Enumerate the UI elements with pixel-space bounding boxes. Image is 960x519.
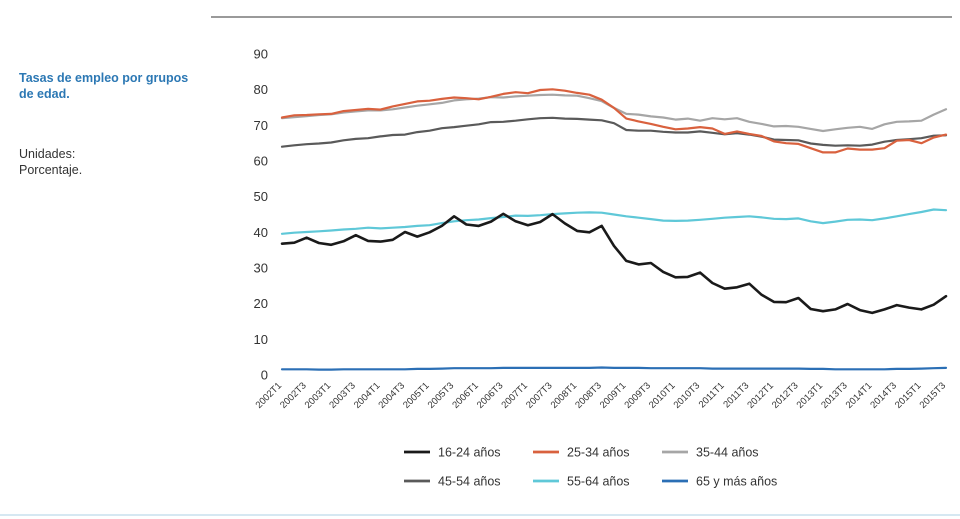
units-label: Unidades: xyxy=(19,147,76,161)
x-tick-label: 2004T1 xyxy=(352,380,383,411)
y-tick-label: 60 xyxy=(254,154,268,169)
series-line xyxy=(280,208,948,235)
x-tick-label: 2013T1 xyxy=(795,380,826,411)
series-line xyxy=(280,88,948,154)
x-tick-label: 2015T1 xyxy=(893,380,924,411)
x-tick-label: 2002T1 xyxy=(254,380,285,411)
x-tick-label: 2005T3 xyxy=(426,380,457,411)
legend-label: 35-44 años xyxy=(696,446,759,460)
y-tick-label: 50 xyxy=(254,189,268,204)
x-tick-label: 2007T1 xyxy=(499,380,530,411)
x-tick-label: 2006T3 xyxy=(475,380,506,411)
plot-area xyxy=(280,88,948,371)
y-tick-label: 70 xyxy=(254,118,268,133)
x-tick-label: 2010T1 xyxy=(647,380,678,411)
series-line xyxy=(280,116,948,148)
y-tick-label: 80 xyxy=(254,82,268,97)
y-tick-label: 10 xyxy=(254,332,268,347)
x-tick-label: 2012T3 xyxy=(770,380,801,411)
y-tick-label: 40 xyxy=(254,225,268,240)
units-note: Unidades: Porcentaje. xyxy=(19,146,189,178)
x-tick-label: 2006T1 xyxy=(450,380,481,411)
legend-label: 45-54 años xyxy=(438,475,501,489)
x-tick-label: 2010T3 xyxy=(672,380,703,411)
legend-label: 55-64 años xyxy=(567,475,630,489)
bottom-rule xyxy=(0,514,960,516)
y-tick-label: 90 xyxy=(254,47,268,62)
x-tick-label: 2014T3 xyxy=(868,380,899,411)
series-line xyxy=(280,366,948,371)
y-tick-label: 30 xyxy=(254,261,268,276)
x-tick-label: 2009T3 xyxy=(622,380,653,411)
y-tick-label: 20 xyxy=(254,296,268,311)
x-tick-label: 2007T3 xyxy=(524,380,555,411)
y-axis: 0 10 20 30 40 50 60 70 80 90 xyxy=(254,47,268,383)
x-tick-label: 2005T1 xyxy=(401,380,432,411)
series-line xyxy=(280,212,948,315)
x-tick-label: 2009T1 xyxy=(598,380,629,411)
x-axis: 2002T12002T32003T12003T32004T12004T32005… xyxy=(254,380,949,411)
series-line xyxy=(280,93,948,133)
x-tick-label: 2004T3 xyxy=(377,380,408,411)
x-tick-label: 2012T1 xyxy=(745,380,776,411)
legend-label: 25-34 años xyxy=(567,446,630,460)
top-rule xyxy=(211,16,952,18)
x-tick-label: 2003T3 xyxy=(327,380,358,411)
x-tick-label: 2008T1 xyxy=(549,380,580,411)
x-tick-label: 2003T1 xyxy=(303,380,334,411)
x-tick-label: 2013T3 xyxy=(819,380,850,411)
x-tick-label: 2008T3 xyxy=(573,380,604,411)
x-tick-label: 2011T1 xyxy=(697,380,727,410)
legend-label: 65 y más años xyxy=(696,475,777,489)
legend-label: 16-24 años xyxy=(438,446,501,460)
x-tick-label: 2014T1 xyxy=(844,380,875,411)
chart-side-title: Tasas de empleo por grupos de edad. xyxy=(19,71,189,101)
x-tick-label: 2002T3 xyxy=(278,380,309,411)
units-value: Porcentaje. xyxy=(19,163,83,177)
x-tick-label: 2015T3 xyxy=(918,380,949,411)
y-tick-label: 0 xyxy=(261,368,268,383)
legend: 16-24 años 25-34 años 35-44 años 45-54 años… xyxy=(404,446,777,489)
